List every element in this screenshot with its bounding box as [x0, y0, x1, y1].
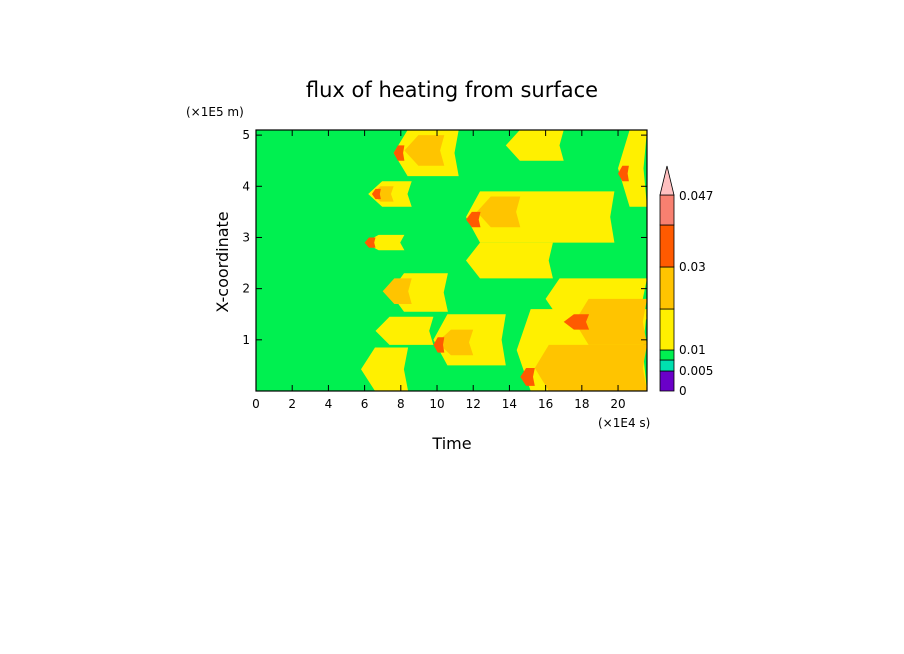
y-tick-label: 3	[242, 230, 250, 244]
colorbar-overflow-triangle	[659, 165, 675, 196]
x-axis-label: Time	[431, 434, 471, 453]
heatmap-region-17	[382, 278, 412, 304]
heatmap-region-18	[437, 329, 474, 356]
x-tick-label: 8	[397, 397, 405, 411]
colorbar-segment-2	[659, 349, 675, 361]
colorbar-segment-3	[659, 308, 675, 351]
colorbar-label: 0.03	[679, 260, 706, 274]
colorbar-label: 0.047	[679, 189, 713, 203]
heatmap-region-16	[404, 135, 445, 166]
x-tick-label: 18	[574, 397, 589, 411]
x-tick-label: 14	[502, 397, 517, 411]
y-axis: 1 2 3 4 5	[242, 128, 647, 347]
x-tick-label: 2	[288, 397, 296, 411]
colorbar-segment-1	[659, 359, 675, 372]
x-tick-label: 4	[325, 397, 333, 411]
heatmap-region-9	[505, 130, 564, 161]
x-tick-label: 12	[466, 397, 481, 411]
y-tick-label: 4	[242, 179, 250, 193]
heatmap-region-23	[433, 337, 445, 353]
colorbar-label: 0.005	[679, 364, 713, 378]
x-tick-label: 20	[610, 397, 625, 411]
heatmap-region-13	[534, 344, 647, 391]
plot-area	[256, 130, 647, 391]
heatmap-region-21	[364, 237, 376, 248]
y-tick-label: 5	[242, 128, 250, 142]
colorbar-segment-4	[659, 266, 675, 310]
x-tick-label: 6	[361, 397, 369, 411]
heatmap-region-7	[466, 242, 553, 279]
y-tick-label: 1	[242, 333, 250, 347]
y-axis-label: X-coordinate	[213, 211, 232, 312]
plot-frame	[255, 129, 648, 392]
colorbar-label: 0.01	[679, 343, 706, 357]
chart-title: flux of heating from surface	[306, 78, 598, 102]
heatmap-region-22	[371, 188, 381, 200]
heatmap-region-25	[563, 314, 590, 330]
colorbar-segment-5	[659, 224, 675, 268]
x-unit-label: (×1E4 s)	[598, 416, 650, 430]
x-tick-label: 16	[538, 397, 553, 411]
colorbar: 0 0.005 0.01 0.03 0.047	[659, 165, 713, 398]
colorbar-segment-0	[659, 370, 675, 392]
x-axis: 0 2 4 6 8 10 12 14 16 18 20	[252, 130, 626, 411]
y-unit-label: (×1E5 m)	[186, 105, 244, 119]
heatmap-region-24	[466, 211, 481, 228]
colorbar-segment-6	[659, 194, 675, 226]
heatmap-region-26	[618, 165, 629, 182]
x-tick-label: 0	[252, 397, 260, 411]
heatmap-region-1	[375, 316, 434, 345]
y-tick-label: 2	[242, 282, 250, 296]
heatmap-region-0	[361, 347, 409, 391]
heatmap-region-12	[618, 130, 647, 207]
heatmap-region-27	[393, 145, 405, 161]
heatmap-region-14	[574, 298, 647, 345]
heatmap-region-20	[520, 368, 535, 386]
x-tick-label: 10	[429, 397, 444, 411]
colorbar-label: 0	[679, 384, 687, 398]
heatmap-region-19	[476, 196, 521, 228]
